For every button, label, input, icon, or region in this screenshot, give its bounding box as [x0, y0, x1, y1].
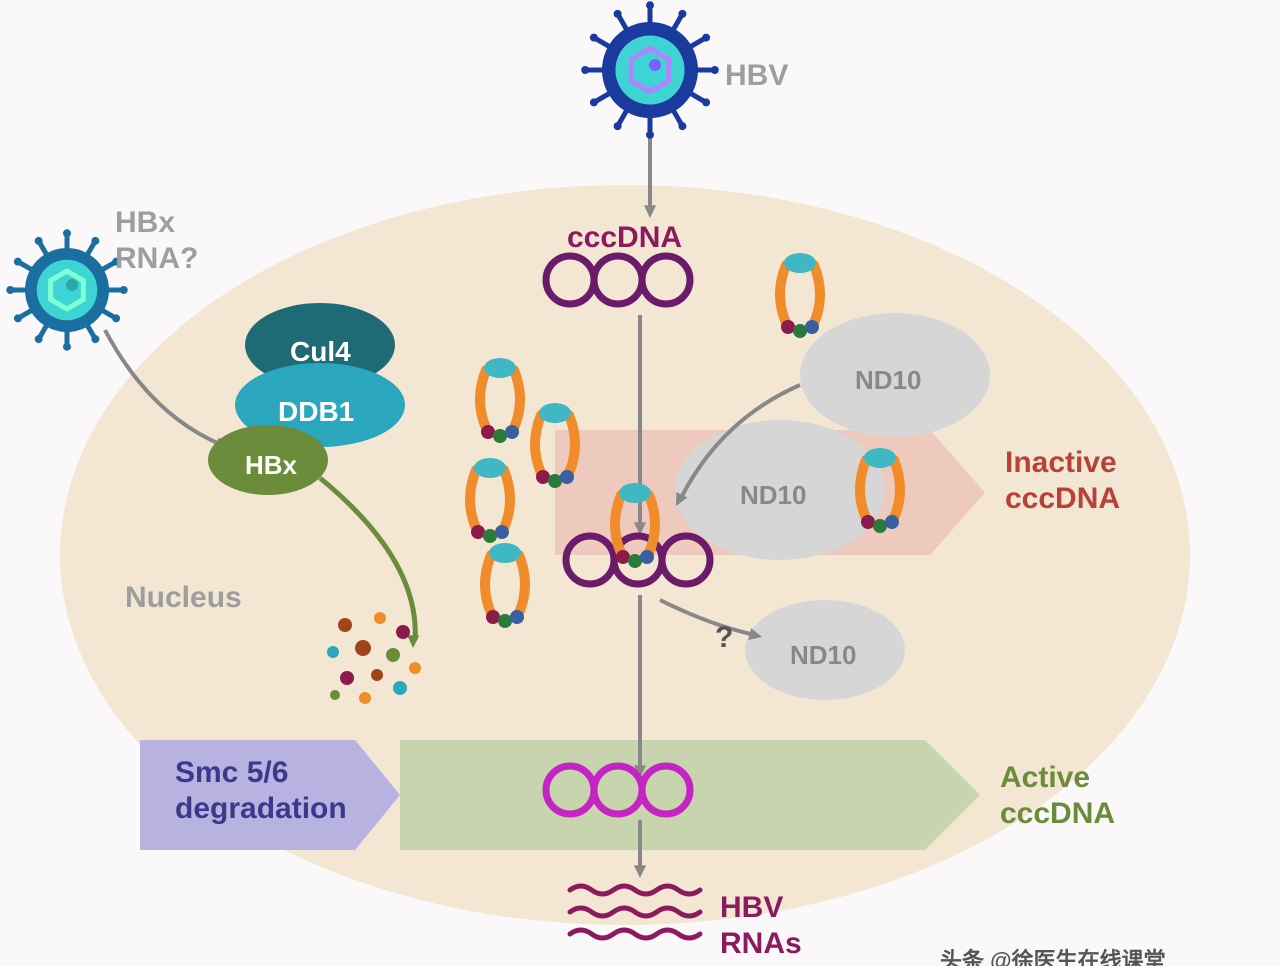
label-ddb1: DDB1 — [278, 395, 354, 429]
label-hbv: HBV — [725, 58, 788, 94]
label-q: ? — [715, 620, 733, 656]
label-cul4: Cul4 — [290, 335, 351, 369]
label-inactive: Inactive cccDNA — [1005, 445, 1120, 517]
label-nd10_c: ND10 — [790, 640, 856, 671]
label-hbx: HBx — [245, 450, 297, 481]
diagram-stage: Nucleus HBV HBx RNA? cccDNA Inactive cccDNA A… — [0, 0, 1280, 966]
label-nucleus: Nucleus — [125, 580, 242, 616]
label-hbv_rnas: HBV RNAs — [720, 890, 802, 962]
label-cccdna: cccDNA — [567, 220, 682, 256]
label-hbx_rna: HBx RNA? — [115, 205, 198, 277]
label-smc56: Smc 5/6 degradation — [175, 755, 347, 827]
watermark: 头条 @徐医生在线课堂 — [940, 948, 1166, 966]
label-nd10_a: ND10 — [855, 365, 921, 396]
label-active: Active cccDNA — [1000, 760, 1115, 832]
label-nd10_b: ND10 — [740, 480, 806, 511]
